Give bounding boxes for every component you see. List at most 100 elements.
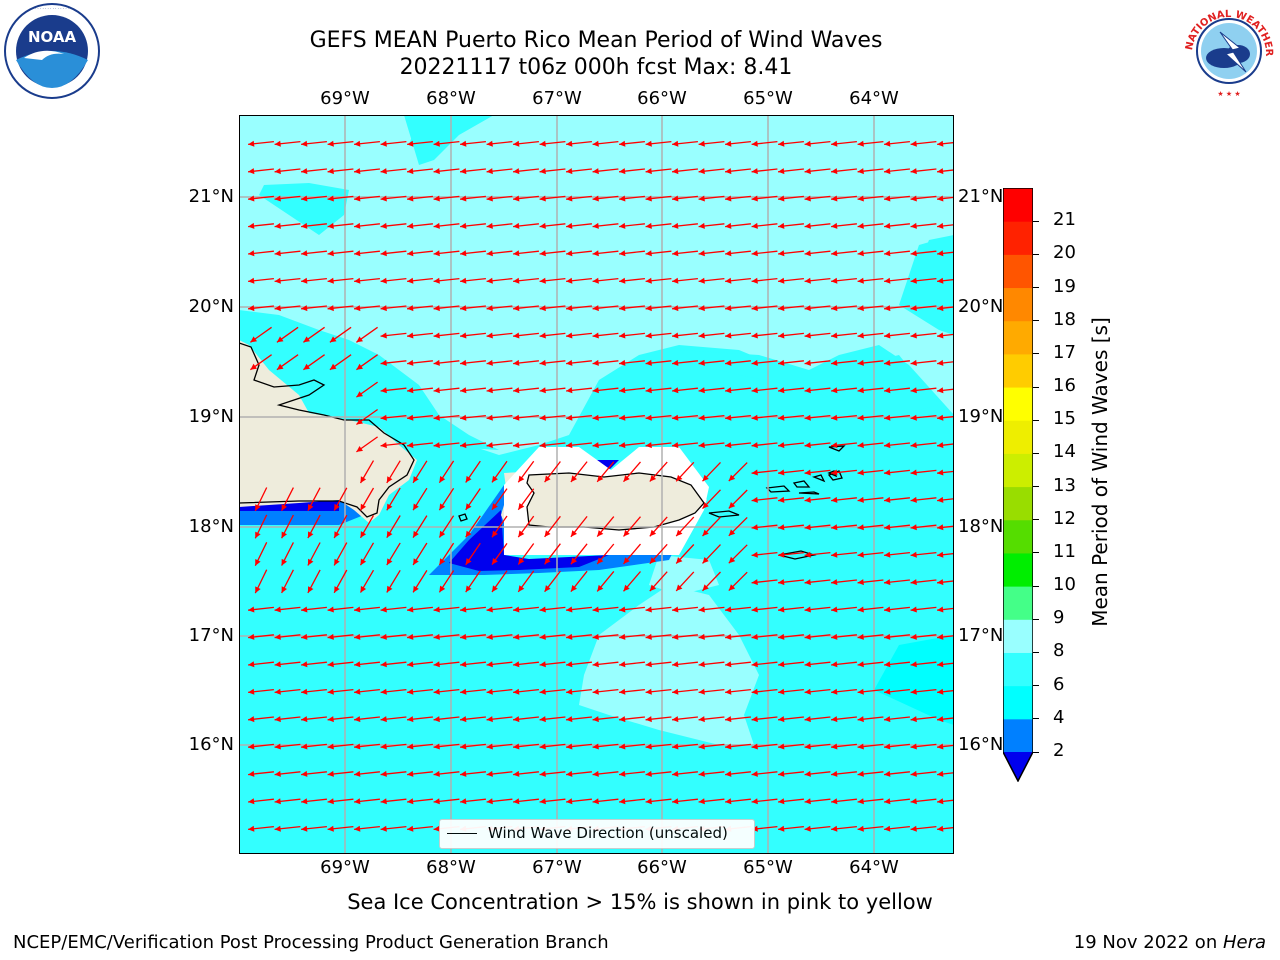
wave-arrow-head (884, 551, 891, 558)
lon-label-bottom: 67°W (532, 857, 582, 878)
wave-arrow-head (884, 633, 891, 640)
wave-arrow-head (486, 633, 493, 640)
wave-arrow-head (645, 770, 652, 777)
wave-arrow-head (439, 503, 446, 511)
wave-arrow-head (884, 688, 891, 695)
colorbar-tick-mark (1033, 585, 1039, 587)
wave-arrow-head (248, 305, 255, 312)
wave-arrow-head (884, 716, 891, 723)
wave-arrow-head (513, 743, 520, 750)
wave-arrow-head (334, 531, 340, 538)
wave-arrow-head (248, 168, 255, 175)
wave-arrow-head (804, 387, 811, 394)
wave-arrow-head (910, 606, 917, 613)
wave-arrow-head (301, 633, 308, 640)
wave-arrow-head (725, 442, 732, 449)
colorbar-outline (1002, 187, 1034, 783)
wave-arrow-head (380, 222, 387, 229)
wave-arrow-head (804, 606, 811, 613)
wave-arrow-head (380, 606, 387, 613)
wave-arrow-head (804, 195, 811, 202)
wave-arrow-head (937, 195, 944, 202)
wave-arrow-head (413, 503, 419, 511)
wave-arrow-head (433, 277, 440, 284)
wave-arrow-head (778, 387, 785, 394)
wave-arrow-head (619, 606, 626, 613)
wave-arrow-head (619, 442, 626, 449)
wave-arrow-head (592, 168, 599, 175)
wave-arrow-head (619, 688, 626, 695)
wave-arrow-head (539, 798, 546, 805)
lon-label-top: 65°W (743, 88, 793, 109)
wave-arrow-head (937, 442, 944, 449)
wave-arrow-head (698, 606, 705, 613)
wave-arrow-head (248, 688, 255, 695)
wind-wave-arrows (248, 140, 954, 832)
lat-label-left: 19°N (188, 406, 234, 427)
wave-arrow-head (804, 305, 811, 312)
wave-arrow-head (725, 743, 732, 750)
colorbar-bin (1003, 353, 1033, 388)
wave-arrow-head (513, 606, 520, 613)
wave-arrow-head (751, 633, 758, 640)
wave-arrow-head (354, 195, 361, 202)
wave-arrow-head (698, 332, 705, 339)
wave-arrow-head (486, 168, 493, 175)
contour-8-9-south-b (649, 555, 719, 595)
wave-arrow-head (407, 305, 414, 312)
wave-arrow-head (274, 195, 281, 202)
wave-arrow-head (672, 770, 679, 777)
wave-arrow-head (566, 222, 573, 229)
wave-arrow-head (804, 496, 811, 503)
wave-arrow-head (619, 332, 626, 339)
wave-arrow-head (386, 476, 393, 483)
wave-arrow-head (804, 359, 811, 366)
colorbar-tick-label: 12 (1053, 507, 1076, 529)
wave-arrow-head (566, 140, 573, 147)
wave-arrow-head (248, 222, 255, 229)
map-legend: Wind Wave Direction (unscaled) (439, 819, 755, 849)
legend-line-icon (447, 833, 477, 834)
wave-arrow-head (354, 743, 361, 750)
wave-arrow-head (857, 825, 864, 832)
wave-arrow-head (592, 798, 599, 805)
vieques-island (708, 510, 740, 518)
wave-arrow-head (857, 770, 864, 777)
wave-arrow-head (778, 716, 785, 723)
wave-arrow-head (725, 633, 732, 640)
wave-arrow-head (356, 363, 363, 370)
wave-arrow-head (407, 825, 414, 832)
wave-arrow-head (672, 743, 679, 750)
wave-arrow-head (492, 585, 498, 592)
wave-arrow-head (725, 688, 732, 695)
wave-arrow-head (276, 363, 284, 370)
wave-arrow-head (274, 661, 281, 668)
wave-arrow-head (386, 531, 393, 538)
wave-arrow-head (486, 222, 493, 229)
wave-arrow-head (380, 442, 387, 449)
wave-arrow-head (831, 442, 838, 449)
wave-arrow-head (460, 606, 467, 613)
footer-date-text: 19 Nov 2022 on (1073, 932, 1223, 953)
wave-arrow-head (413, 530, 419, 538)
wave-arrow-head (407, 250, 414, 257)
wave-arrow-head (413, 585, 419, 593)
wave-arrow-head (884, 770, 891, 777)
wave-arrow-head (281, 586, 287, 593)
wave-arrow-head (857, 359, 864, 366)
wave-arrow-head (460, 688, 467, 695)
wave-arrow-head (592, 222, 599, 229)
wave-arrow-head (274, 168, 281, 175)
wave-arrow-head (698, 743, 705, 750)
wave-arrow-head (831, 716, 838, 723)
wave-arrow-head (439, 558, 446, 565)
lon-label-bottom: 69°W (320, 857, 370, 878)
colorbar-bin (1003, 685, 1033, 720)
colorbar-tick-mark (1033, 552, 1039, 554)
colorbar-tick-label: 18 (1053, 308, 1076, 330)
wave-arrow-head (645, 414, 652, 421)
wave-arrow-head (460, 250, 467, 257)
wave-arrow-head (248, 661, 255, 668)
wave-arrow-head (698, 359, 705, 366)
wave-arrow-head (407, 140, 414, 147)
